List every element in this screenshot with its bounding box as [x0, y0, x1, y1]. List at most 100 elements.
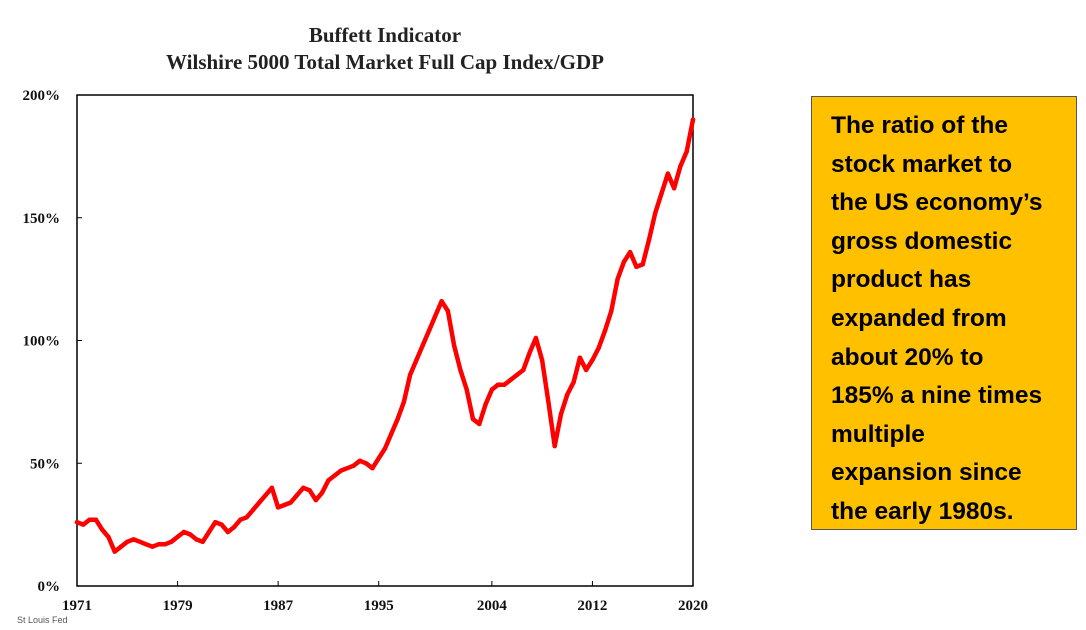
- data-point: [665, 171, 671, 176]
- data-point: [313, 497, 319, 503]
- data-point: [319, 490, 325, 495]
- callout-line: product has: [831, 266, 972, 294]
- data-point: [521, 367, 526, 373]
- callout-line: 185% a nine times: [831, 382, 1043, 410]
- data-point: [363, 461, 369, 466]
- x-tick-label: 1987: [263, 598, 294, 614]
- data-point: [439, 299, 444, 304]
- data-point: [445, 308, 451, 314]
- data-point: [250, 507, 256, 513]
- data-point: [558, 411, 564, 417]
- data-point: [244, 515, 249, 520]
- data-point: [477, 421, 482, 427]
- y-axis-ticks: 0% 50% 100% 150% 200%: [23, 88, 82, 595]
- data-point: [282, 502, 287, 508]
- data-point: [615, 276, 620, 282]
- y-tick-label: 0%: [38, 579, 61, 595]
- data-point: [93, 517, 99, 522]
- data-point: [143, 542, 149, 547]
- data-point: [577, 355, 583, 360]
- data-point: [294, 493, 300, 498]
- data-point: [150, 544, 155, 549]
- data-point: [99, 527, 105, 532]
- source-note: St Louis Fed: [17, 615, 68, 625]
- data-point: [338, 468, 344, 473]
- data-point: [162, 542, 168, 547]
- callout-line: the early 1980s.: [831, 497, 1014, 525]
- data-point: [288, 500, 293, 505]
- data-point: [194, 537, 199, 542]
- data-point: [181, 529, 187, 535]
- data-point: [596, 345, 601, 351]
- data-point: [81, 522, 86, 527]
- data-point: [125, 539, 130, 544]
- data-point: [395, 416, 400, 422]
- data-point: [275, 505, 281, 510]
- data-point: [684, 149, 689, 154]
- data-point: [87, 517, 92, 522]
- data-point: [219, 522, 224, 527]
- x-tick-label: 1971: [62, 598, 92, 614]
- data-point: [646, 237, 652, 242]
- data-point: [678, 164, 683, 169]
- data-point: [263, 493, 268, 498]
- data-point: [307, 488, 312, 493]
- chart-title: Buffett Indicator: [309, 23, 461, 47]
- data-point: [514, 372, 520, 378]
- data-point: [156, 542, 161, 547]
- data-point: [671, 186, 677, 191]
- data-point: [602, 328, 608, 333]
- callout-line: gross domestic: [831, 227, 1013, 255]
- data-point: [609, 308, 614, 314]
- data-point: [301, 485, 306, 490]
- callout-text: The ratio of the stock market to the US …: [831, 107, 1066, 529]
- x-axis-ticks: 1971 1979 1987 1995 2004 2012 2020: [62, 581, 708, 614]
- callout-line: multiple: [831, 420, 925, 448]
- data-point: [389, 431, 394, 436]
- data-point: [169, 539, 174, 544]
- data-point: [370, 466, 375, 471]
- data-point: [552, 443, 557, 449]
- data-point: [345, 466, 350, 471]
- data-point: [414, 357, 419, 363]
- data-point: [590, 357, 595, 363]
- data-point: [74, 520, 80, 525]
- data-point: [451, 343, 457, 348]
- x-tick-label: 2012: [577, 598, 607, 614]
- data-point: [420, 343, 425, 348]
- data-point: [206, 529, 212, 535]
- data-point: [326, 478, 331, 483]
- data-point: [401, 399, 407, 405]
- data-point: [382, 446, 388, 451]
- data-point: [653, 210, 658, 215]
- data-point: [200, 539, 205, 544]
- data-point: [539, 357, 545, 363]
- data-point: [213, 520, 218, 525]
- data-point: [238, 517, 243, 522]
- data-point: [458, 367, 463, 373]
- data-point: [483, 402, 488, 407]
- data-point: [659, 191, 664, 196]
- y-tick-label: 200%: [23, 88, 61, 104]
- data-point: [634, 264, 639, 269]
- data-point: [118, 544, 124, 549]
- data-point: [495, 382, 501, 387]
- data-point: [627, 249, 633, 255]
- callout-line: expansion since: [831, 459, 1022, 487]
- data-point: [257, 500, 262, 505]
- chart-subtitle: Wilshire 5000 Total Market Full Cap Inde…: [166, 50, 604, 74]
- data-point: [187, 532, 193, 537]
- callout-line: expanded from: [831, 304, 1007, 332]
- data-point: [106, 534, 111, 540]
- data-point: [571, 380, 576, 385]
- data-point: [527, 350, 532, 355]
- data-point: [112, 549, 117, 554]
- data-point: [376, 456, 381, 461]
- data-point: [508, 377, 513, 382]
- data-point: [533, 335, 539, 341]
- series-line: [74, 117, 696, 554]
- data-point: [546, 399, 551, 405]
- data-point: [621, 259, 627, 265]
- data-point: [407, 372, 413, 378]
- series-layer: [74, 117, 696, 554]
